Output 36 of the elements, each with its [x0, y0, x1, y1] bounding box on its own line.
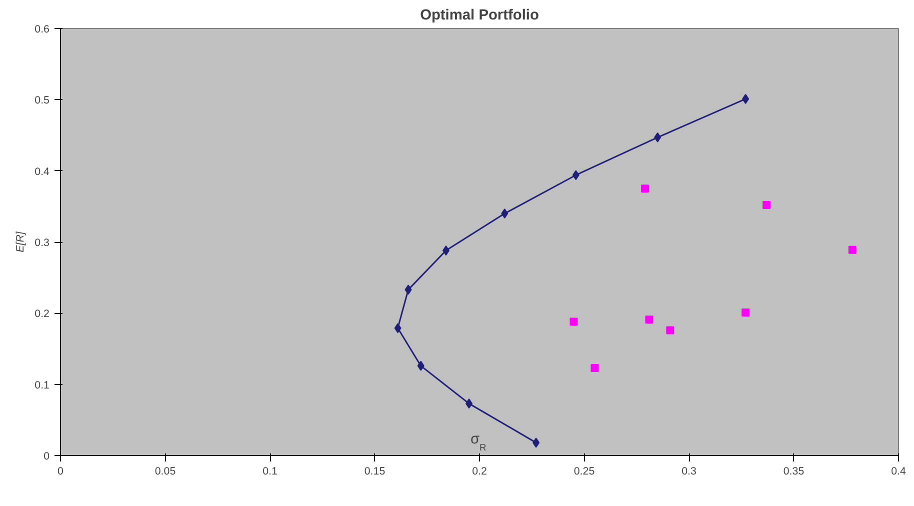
point [570, 318, 578, 326]
y-tick-label: 0.6 [34, 24, 50, 36]
point [532, 438, 540, 448]
point [466, 398, 473, 409]
x-tick-label: 0.3 [682, 466, 696, 478]
x-tick-label: 0.4 [891, 466, 906, 478]
point [654, 132, 662, 142]
point [572, 170, 580, 180]
point [590, 364, 599, 372]
point [394, 323, 402, 334]
point [501, 208, 508, 219]
y-axis-title: E[R] [14, 230, 27, 252]
point [742, 94, 750, 104]
x-tick-label: 0.2 [472, 466, 487, 478]
y-tick-label: 0.1 [34, 379, 50, 392]
x-tick-label: 0.35 [783, 466, 804, 478]
x-tick-label: 0.25 [574, 466, 595, 478]
point [666, 326, 674, 334]
y-tick-label: 0.5 [34, 94, 50, 107]
point [641, 184, 650, 193]
x-tick-label: 0 [58, 466, 64, 478]
point [762, 200, 771, 209]
point [442, 246, 450, 256]
chart-title: Optimal Portfolio [420, 8, 539, 24]
point [848, 246, 856, 254]
x-tick-label: 0.05 [154, 466, 176, 478]
point [404, 284, 412, 295]
point [645, 316, 654, 324]
y-tick-label: 0.3 [34, 237, 50, 249]
point [417, 360, 424, 371]
x-tick-label: 0.1 [262, 466, 278, 478]
y-tick-label: 0.2 [34, 308, 50, 320]
y-tick-label: 0 [44, 450, 50, 462]
x-tick-label: 0.15 [364, 466, 386, 478]
point [742, 308, 750, 316]
y-tick-label: 0.4 [34, 166, 50, 178]
